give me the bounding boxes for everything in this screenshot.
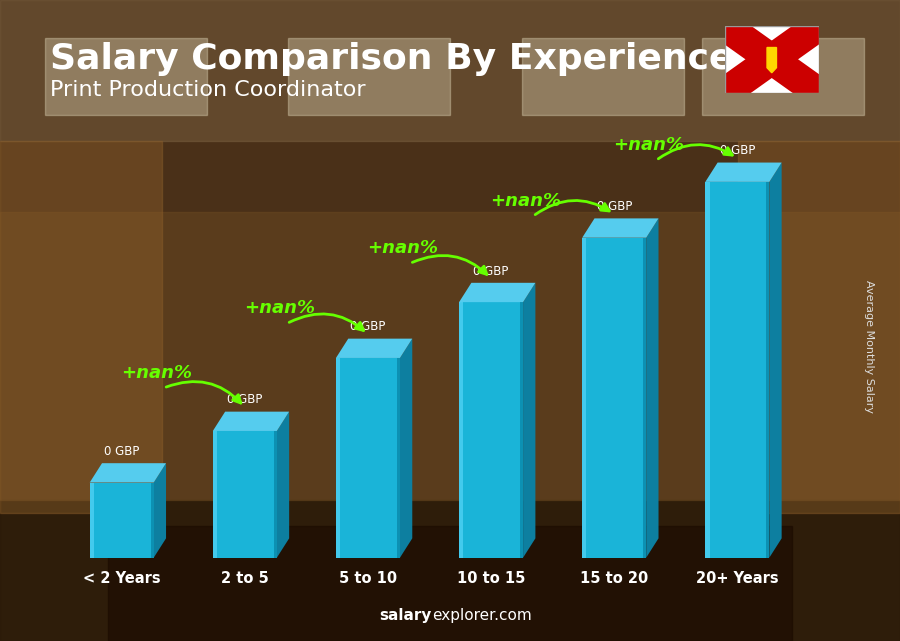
- Polygon shape: [706, 163, 781, 182]
- Text: +nan%: +nan%: [490, 192, 561, 210]
- Text: 0 GBP: 0 GBP: [227, 394, 263, 406]
- Text: explorer.com: explorer.com: [432, 608, 532, 623]
- Text: 0 GBP: 0 GBP: [104, 445, 140, 458]
- Bar: [0, 500, 900, 641]
- Polygon shape: [582, 238, 646, 558]
- Bar: [0, 0, 900, 141]
- Polygon shape: [400, 338, 412, 558]
- Text: Salary Comparison By Experience: Salary Comparison By Experience: [50, 42, 733, 76]
- Text: +nan%: +nan%: [613, 136, 684, 154]
- Polygon shape: [212, 431, 277, 558]
- Text: 0 GBP: 0 GBP: [473, 265, 508, 278]
- Circle shape: [770, 54, 774, 58]
- Polygon shape: [582, 238, 587, 558]
- Text: +nan%: +nan%: [367, 239, 438, 257]
- Bar: [522, 38, 684, 115]
- Polygon shape: [582, 219, 659, 238]
- Text: +nan%: +nan%: [121, 363, 192, 381]
- Polygon shape: [459, 283, 536, 302]
- Text: Print Production Coordinator: Print Production Coordinator: [50, 80, 365, 100]
- FancyArrowPatch shape: [166, 381, 241, 403]
- Polygon shape: [766, 182, 770, 558]
- Text: 0 GBP: 0 GBP: [720, 144, 755, 158]
- Bar: [738, 141, 900, 513]
- Text: +nan%: +nan%: [244, 299, 315, 317]
- Bar: [108, 526, 792, 641]
- Polygon shape: [90, 483, 94, 558]
- Polygon shape: [90, 483, 154, 558]
- Polygon shape: [274, 431, 277, 558]
- FancyArrowPatch shape: [658, 145, 733, 159]
- Polygon shape: [336, 358, 340, 558]
- FancyArrowPatch shape: [289, 314, 364, 331]
- Bar: [0, 141, 162, 513]
- Polygon shape: [706, 182, 770, 558]
- Polygon shape: [277, 412, 289, 558]
- Polygon shape: [520, 302, 523, 558]
- Polygon shape: [646, 219, 659, 558]
- Polygon shape: [150, 483, 154, 558]
- Polygon shape: [767, 47, 777, 73]
- Bar: [702, 38, 864, 115]
- Text: Average Monthly Salary: Average Monthly Salary: [863, 279, 874, 413]
- Polygon shape: [397, 358, 400, 558]
- Polygon shape: [90, 463, 166, 483]
- Polygon shape: [644, 238, 646, 558]
- Polygon shape: [459, 302, 523, 558]
- Polygon shape: [459, 302, 464, 558]
- Polygon shape: [212, 431, 217, 558]
- Bar: [45, 38, 207, 115]
- Polygon shape: [523, 283, 536, 558]
- Polygon shape: [706, 182, 709, 558]
- Text: 0 GBP: 0 GBP: [597, 200, 632, 213]
- FancyArrowPatch shape: [536, 201, 609, 215]
- Polygon shape: [154, 463, 166, 558]
- Polygon shape: [212, 412, 289, 431]
- Polygon shape: [336, 358, 400, 558]
- Text: 0 GBP: 0 GBP: [350, 320, 385, 333]
- Bar: [0, 212, 900, 500]
- Polygon shape: [336, 338, 412, 358]
- Bar: [288, 38, 450, 115]
- Text: salary: salary: [380, 608, 432, 623]
- FancyArrowPatch shape: [412, 256, 487, 274]
- Polygon shape: [770, 163, 781, 558]
